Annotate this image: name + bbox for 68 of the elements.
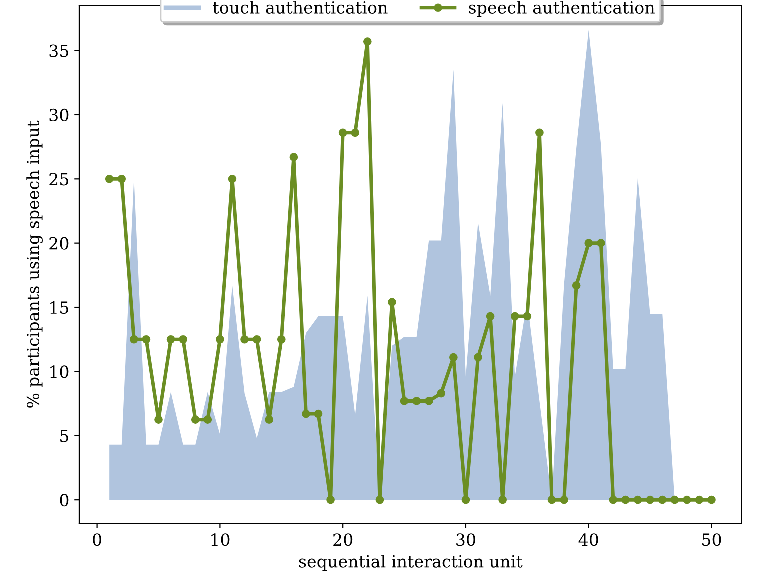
point: [572, 282, 581, 290]
point: [634, 496, 642, 504]
point: [498, 496, 508, 504]
y-tick-label: 15: [50, 301, 68, 314]
point: [400, 397, 409, 406]
point: [240, 335, 249, 344]
point: [265, 416, 274, 424]
point: [326, 496, 335, 504]
x-tick-label: 50: [702, 534, 722, 546]
point: [376, 496, 384, 504]
point: [412, 397, 421, 406]
x-tick-label: 0: [93, 534, 102, 546]
point: [228, 174, 237, 184]
point: [290, 153, 298, 162]
point: [130, 335, 138, 344]
point: [548, 496, 556, 504]
x-tick-label: 20: [334, 534, 353, 546]
point: [179, 335, 188, 344]
x-tick-label: 10: [212, 534, 230, 546]
point: [584, 239, 594, 248]
x-tick-label: 30: [456, 534, 476, 546]
point: [683, 496, 692, 504]
point: [216, 335, 224, 344]
point: [622, 496, 630, 504]
point: [277, 335, 286, 344]
point: [142, 335, 151, 344]
y-tick-label: 5: [60, 430, 68, 442]
point: [437, 389, 446, 398]
y-tick-label: 20: [50, 237, 69, 250]
y-axis-title: % participants using speech input: [26, 120, 43, 408]
point: [351, 128, 360, 138]
point: [204, 416, 212, 424]
point: [252, 335, 262, 344]
point: [695, 496, 704, 504]
point: [388, 298, 396, 307]
point: [154, 416, 163, 424]
point: [105, 174, 114, 184]
point: [658, 496, 667, 504]
legend-label: touch authentication: [213, 1, 388, 14]
point: [474, 353, 482, 362]
point: [646, 496, 654, 504]
y-tick-label: 0: [60, 494, 69, 507]
point: [510, 312, 520, 321]
y-tick-label: 35: [50, 44, 68, 58]
x-axis-title: sequential interaction unit: [299, 554, 523, 572]
y-tick-label: 10: [50, 366, 69, 378]
point: [670, 496, 680, 504]
point: [363, 38, 372, 46]
point: [523, 312, 532, 321]
point: [596, 239, 606, 248]
point: [302, 410, 310, 418]
point: [462, 496, 470, 504]
point: [118, 174, 126, 184]
point: [450, 353, 458, 362]
x-tick-label: 40: [578, 534, 598, 546]
point: [536, 128, 544, 138]
point: [424, 397, 434, 406]
y-tick-label: 25: [50, 173, 68, 186]
point: [486, 312, 495, 321]
point: [191, 416, 200, 424]
point: [338, 128, 348, 138]
point: [166, 335, 176, 344]
y-tick-label: 30: [50, 108, 69, 122]
legend-label: speech authentication: [469, 1, 655, 18]
point: [708, 496, 716, 504]
point: [560, 496, 568, 504]
point: [609, 496, 618, 504]
point: [314, 410, 323, 418]
